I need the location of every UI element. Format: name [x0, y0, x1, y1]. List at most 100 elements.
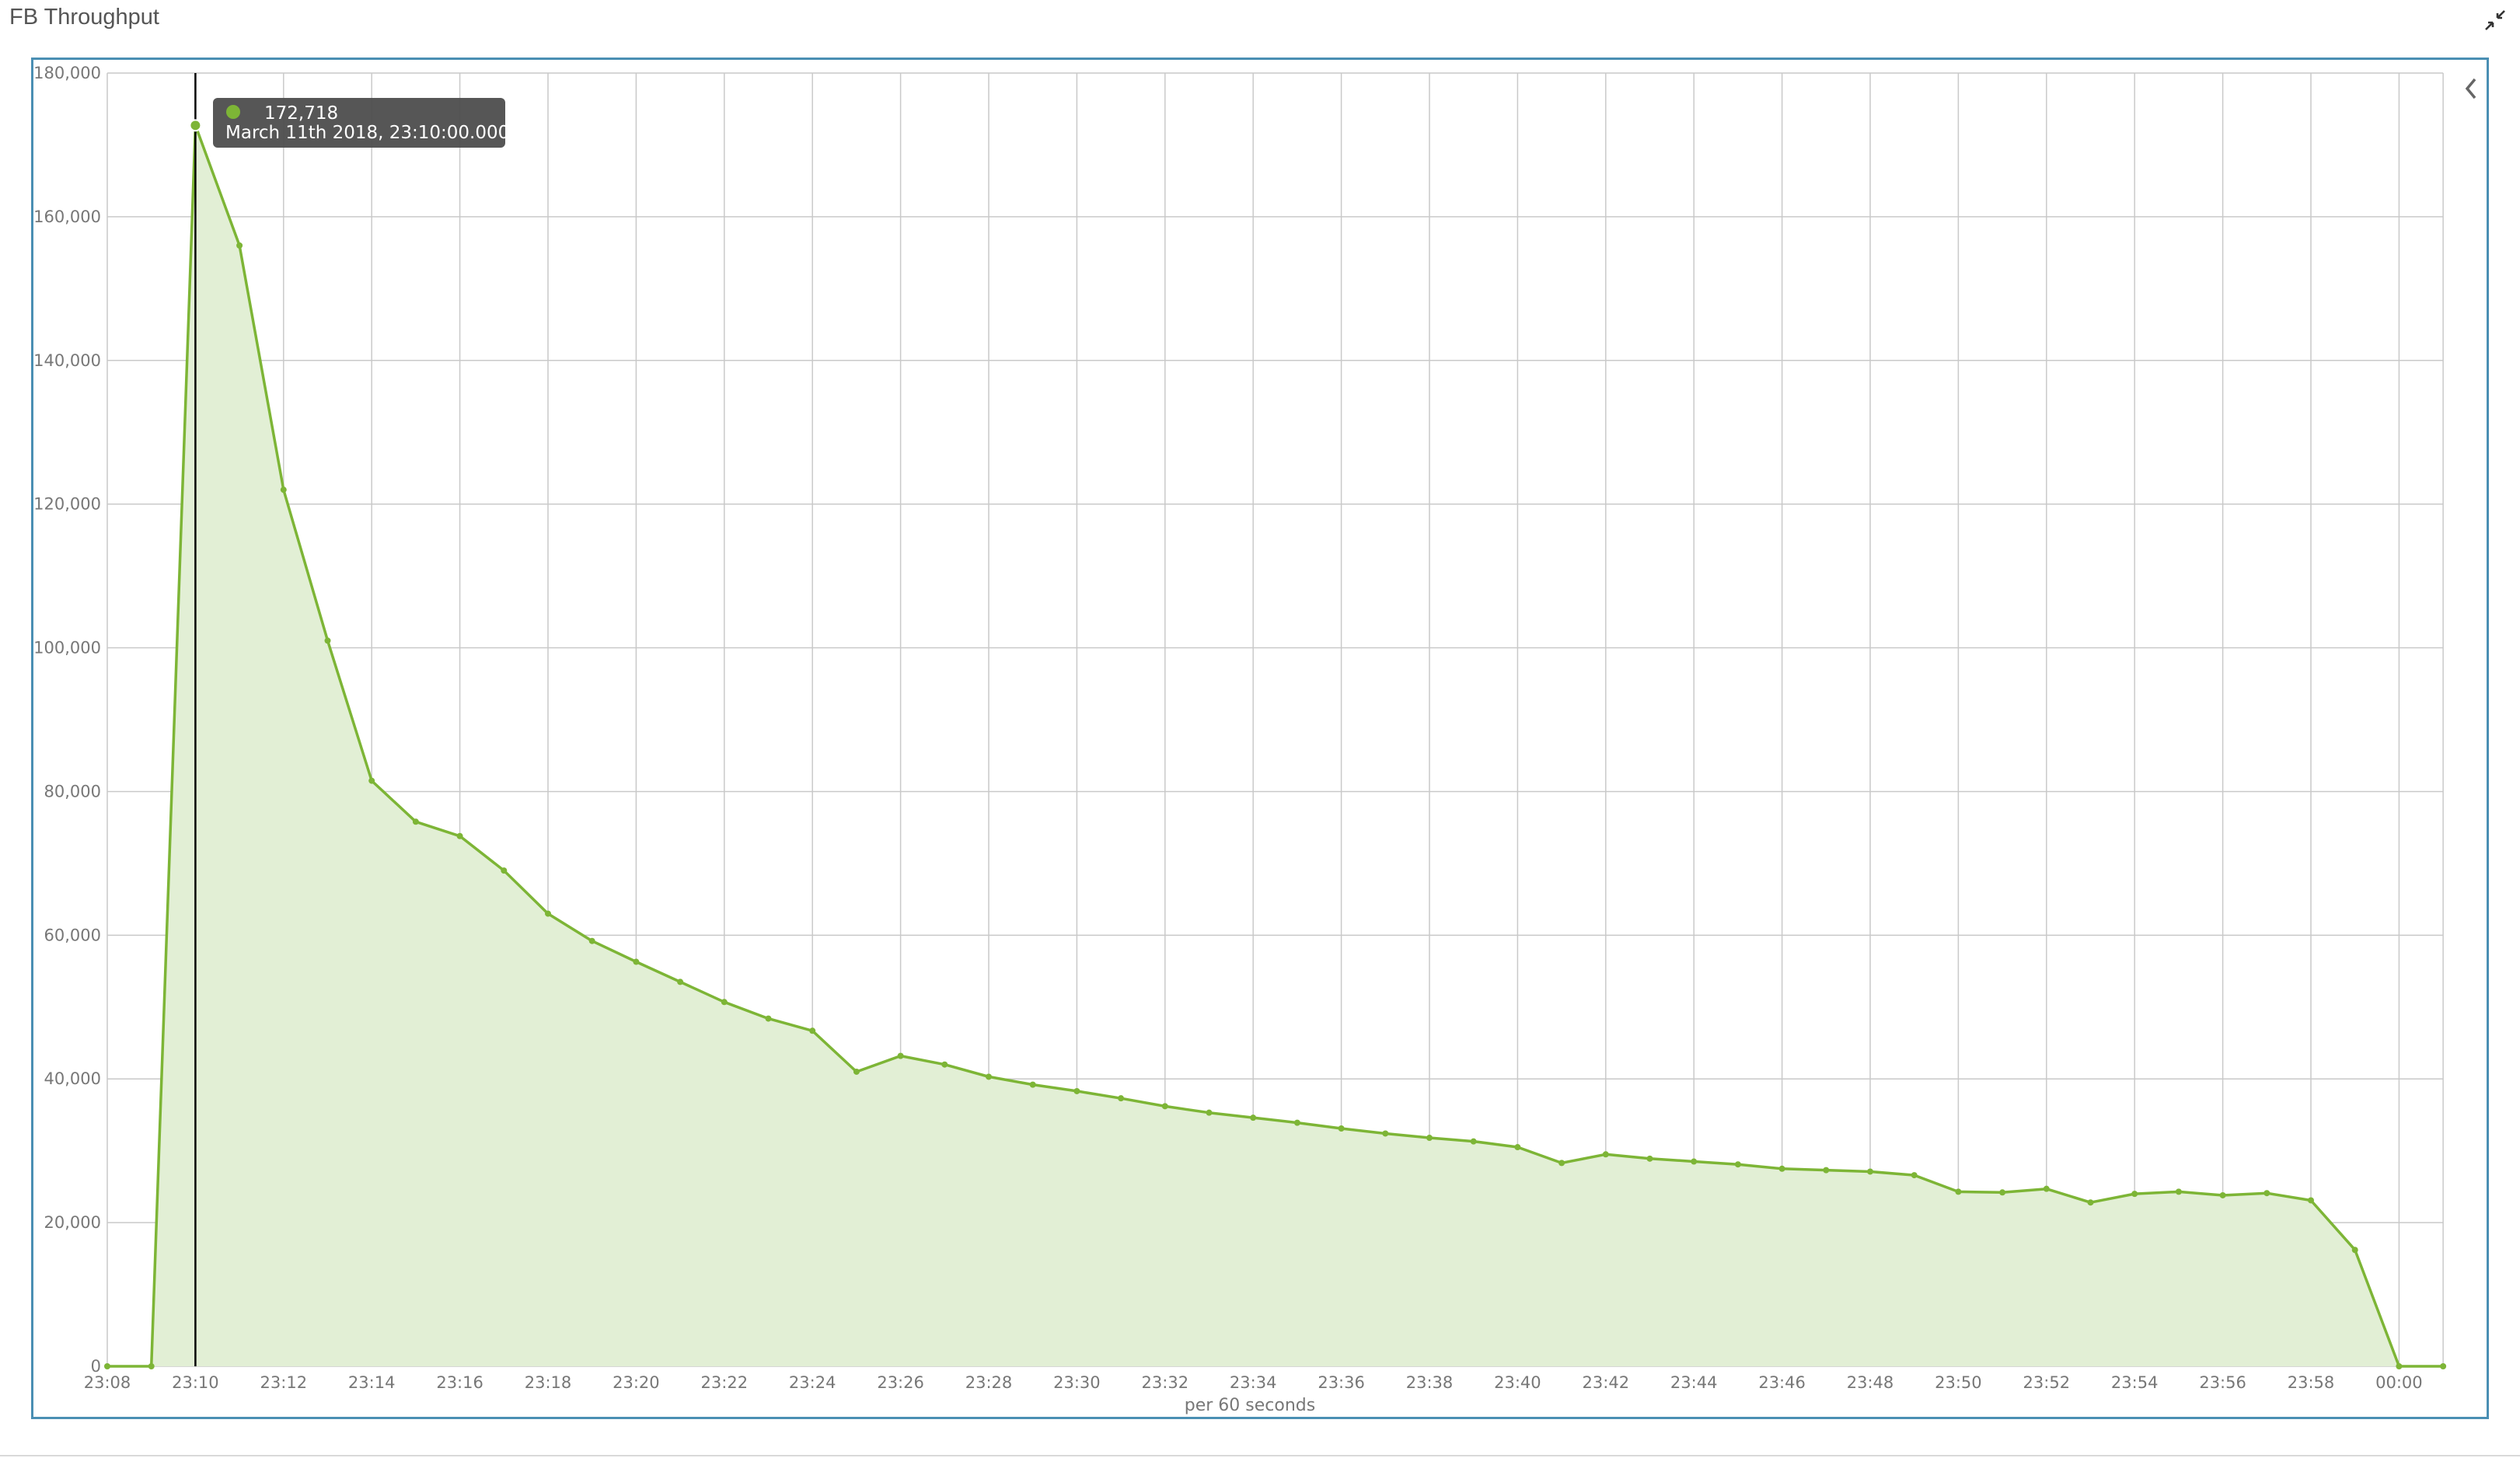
data-point — [1867, 1168, 1873, 1175]
data-point — [897, 1052, 904, 1059]
data-point — [1161, 1103, 1168, 1110]
x-tick-label: 23:22 — [701, 1373, 749, 1392]
data-point — [721, 999, 728, 1006]
x-tick-label: 23:42 — [1583, 1373, 1630, 1392]
x-tick-label: 23:24 — [789, 1373, 836, 1392]
x-tick-label: 23:48 — [1847, 1373, 1894, 1392]
data-point — [545, 910, 551, 917]
x-tick-label: 23:50 — [1935, 1373, 1982, 1392]
x-tick-label: 23:44 — [1670, 1373, 1718, 1392]
tooltip-series-marker — [226, 105, 240, 119]
data-point — [148, 1363, 155, 1369]
x-tick-label: 23:14 — [348, 1373, 396, 1392]
x-tick-label: 23:26 — [877, 1373, 924, 1392]
data-point — [1514, 1144, 1521, 1151]
data-point — [324, 637, 331, 644]
data-point — [1691, 1158, 1698, 1165]
line-layer — [104, 122, 2447, 1369]
data-point — [2043, 1185, 2050, 1192]
x-tick-label: 23:46 — [1758, 1373, 1806, 1392]
y-tick-label: 140,000 — [33, 351, 101, 370]
data-point — [2308, 1197, 2314, 1204]
data-point — [1558, 1160, 1565, 1167]
data-point — [633, 958, 640, 965]
data-point — [236, 242, 243, 249]
data-point — [765, 1015, 772, 1022]
data-point — [2131, 1191, 2138, 1198]
x-tick-label: 00:00 — [2375, 1373, 2423, 1392]
x-tick-label: 23:54 — [2111, 1373, 2159, 1392]
data-point — [1823, 1167, 1830, 1174]
x-tick-label: 23:08 — [84, 1373, 131, 1392]
panel-title: FB Throughput — [9, 5, 159, 30]
chevron-left-icon[interactable] — [2461, 75, 2481, 103]
data-point — [456, 832, 463, 839]
x-tick-label: 23:32 — [1142, 1373, 1189, 1392]
data-point — [853, 1068, 860, 1075]
data-point — [1250, 1114, 1257, 1121]
x-tick-label: 23:36 — [1318, 1373, 1365, 1392]
x-tick-label: 23:34 — [1230, 1373, 1277, 1392]
data-point — [2175, 1188, 2182, 1195]
data-point — [280, 487, 287, 494]
x-tick-label: 23:10 — [172, 1373, 219, 1392]
x-tick-label: 23:30 — [1053, 1373, 1101, 1392]
x-tick-label: 23:28 — [965, 1373, 1013, 1392]
x-tick-label: 23:12 — [260, 1373, 308, 1392]
data-point — [1382, 1130, 1389, 1137]
data-point — [2396, 1363, 2403, 1369]
x-tick-label: 23:52 — [2023, 1373, 2071, 1392]
data-point — [1029, 1081, 1036, 1088]
data-point — [809, 1027, 816, 1034]
x-tick-label: 23:38 — [1406, 1373, 1454, 1392]
data-point — [1470, 1138, 1477, 1145]
panel-divider — [0, 1455, 2520, 1456]
data-point — [1206, 1109, 1213, 1116]
data-point — [368, 777, 375, 784]
data-point — [2351, 1247, 2358, 1254]
y-tick-label: 40,000 — [44, 1069, 101, 1088]
data-point — [1118, 1095, 1125, 1102]
data-point — [677, 978, 684, 985]
tooltip-box — [213, 98, 505, 148]
y-tick-label: 120,000 — [33, 495, 101, 514]
data-point — [1338, 1125, 1345, 1132]
x-tick-label: 23:18 — [525, 1373, 572, 1392]
hover-point — [189, 119, 202, 132]
tooltip-time: March 11th 2018, 23:10:00.000 — [225, 123, 509, 143]
data-point — [2087, 1199, 2094, 1206]
data-point — [1426, 1135, 1433, 1142]
y-tick-label: 180,000 — [33, 64, 101, 82]
data-point — [1734, 1161, 1741, 1168]
data-point — [1073, 1087, 1080, 1094]
x-tick-label: 23:56 — [2199, 1373, 2246, 1392]
data-point — [941, 1061, 948, 1068]
x-axis-title: per 60 seconds — [1185, 1396, 1315, 1415]
x-tick-label: 23:20 — [613, 1373, 660, 1392]
y-tick-label: 80,000 — [44, 782, 101, 801]
data-point — [2263, 1190, 2270, 1197]
data-point — [412, 818, 419, 825]
tooltip-value: 172,718 — [264, 103, 338, 124]
data-point — [104, 1363, 110, 1369]
y-tick-label: 20,000 — [44, 1213, 101, 1232]
data-point — [501, 867, 508, 874]
data-point — [2440, 1363, 2447, 1369]
data-point — [588, 937, 595, 944]
y-tick-label: 160,000 — [33, 208, 101, 226]
y-tick-label: 60,000 — [44, 926, 101, 944]
data-point — [1646, 1155, 1653, 1162]
data-point — [1602, 1151, 1609, 1158]
data-point — [1999, 1189, 2006, 1196]
data-point — [986, 1073, 992, 1080]
data-point — [1955, 1188, 1962, 1195]
area-layer — [107, 125, 2444, 1366]
collapse-arrows-icon[interactable] — [2483, 8, 2508, 33]
y-tick-label: 100,000 — [33, 639, 101, 657]
y-tick-label: 0 — [91, 1357, 101, 1376]
data-point — [1293, 1119, 1300, 1126]
series-area — [107, 125, 2444, 1366]
x-tick-label: 23:58 — [2288, 1373, 2335, 1392]
